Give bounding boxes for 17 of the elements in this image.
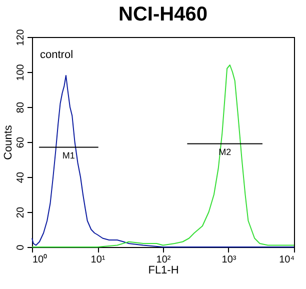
y-tick-label: 100 — [16, 64, 26, 81]
x-axis-title: FL1-H — [148, 264, 179, 276]
series-label: M1 — [62, 150, 75, 160]
y-tick-label: 0 — [16, 244, 26, 250]
x-tick-label: 10⁴ — [279, 254, 294, 266]
y-tick-label: 40 — [16, 172, 26, 184]
y-axis-title: Counts — [2, 124, 14, 160]
y-tick-label: 80 — [16, 102, 26, 114]
y-tick-label: 120 — [16, 28, 26, 46]
x-tick-label: 10¹ — [90, 254, 106, 266]
x-tick-label: 10³ — [222, 254, 237, 266]
chart-title: NCI-H460 — [118, 4, 208, 26]
y-tick-label: 60 — [16, 136, 26, 148]
x-tick-label: 10² — [156, 254, 172, 266]
annotation: control — [40, 49, 74, 61]
x-tick-label: 10⁰ — [32, 254, 48, 266]
y-tick-label: 20 — [16, 206, 26, 218]
